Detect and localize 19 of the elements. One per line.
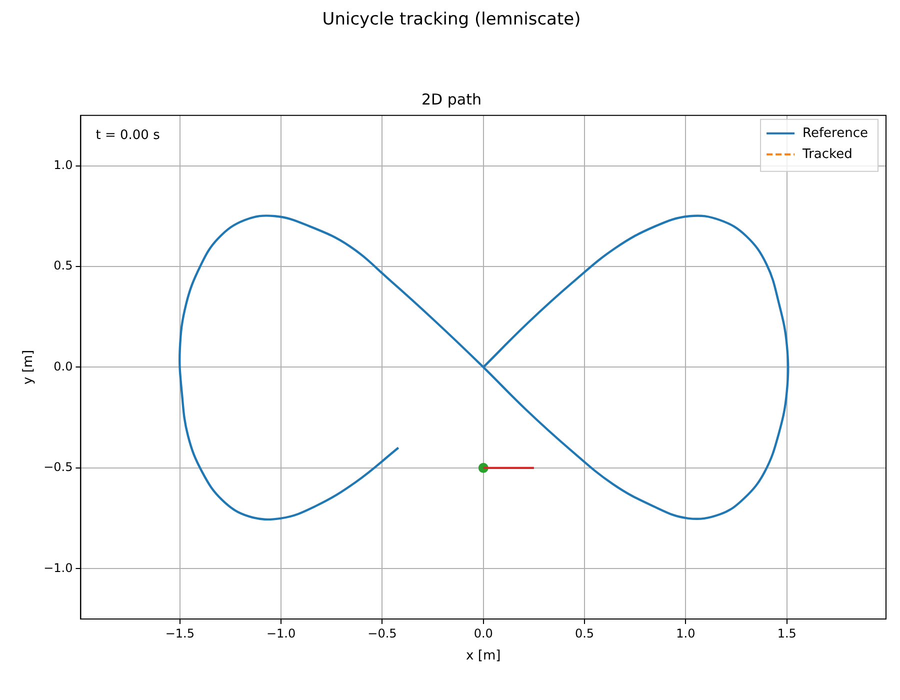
x-tick-label: −0.5 (368, 626, 397, 640)
x-axis-title: x [m] (466, 648, 501, 664)
x-tick-label: 1.5 (777, 626, 796, 640)
y-tick-label: −1.0 (44, 560, 73, 575)
y-tick-label: 0.5 (54, 258, 73, 273)
chart-subtitle: 2D path (422, 90, 482, 108)
y-axis-title: y [m] (21, 350, 36, 385)
x-tick-label: 1.0 (676, 626, 696, 640)
legend-label: Reference (802, 126, 868, 141)
x-tick-label: 0.5 (574, 626, 594, 640)
x-tick-label: −1.5 (165, 626, 194, 640)
y-tick-label: 1.0 (54, 158, 73, 172)
x-tick-label: 0.0 (474, 626, 493, 640)
legend-label: Tracked (802, 146, 852, 162)
x-tick-label: −1.0 (266, 626, 296, 640)
y-tick-label: 0.0 (54, 359, 73, 374)
chart-title: Unicycle tracking (lemniscate) (322, 10, 581, 30)
annotation: t = 0.00 s (96, 128, 160, 143)
y-tick-label: −0.5 (44, 460, 73, 474)
